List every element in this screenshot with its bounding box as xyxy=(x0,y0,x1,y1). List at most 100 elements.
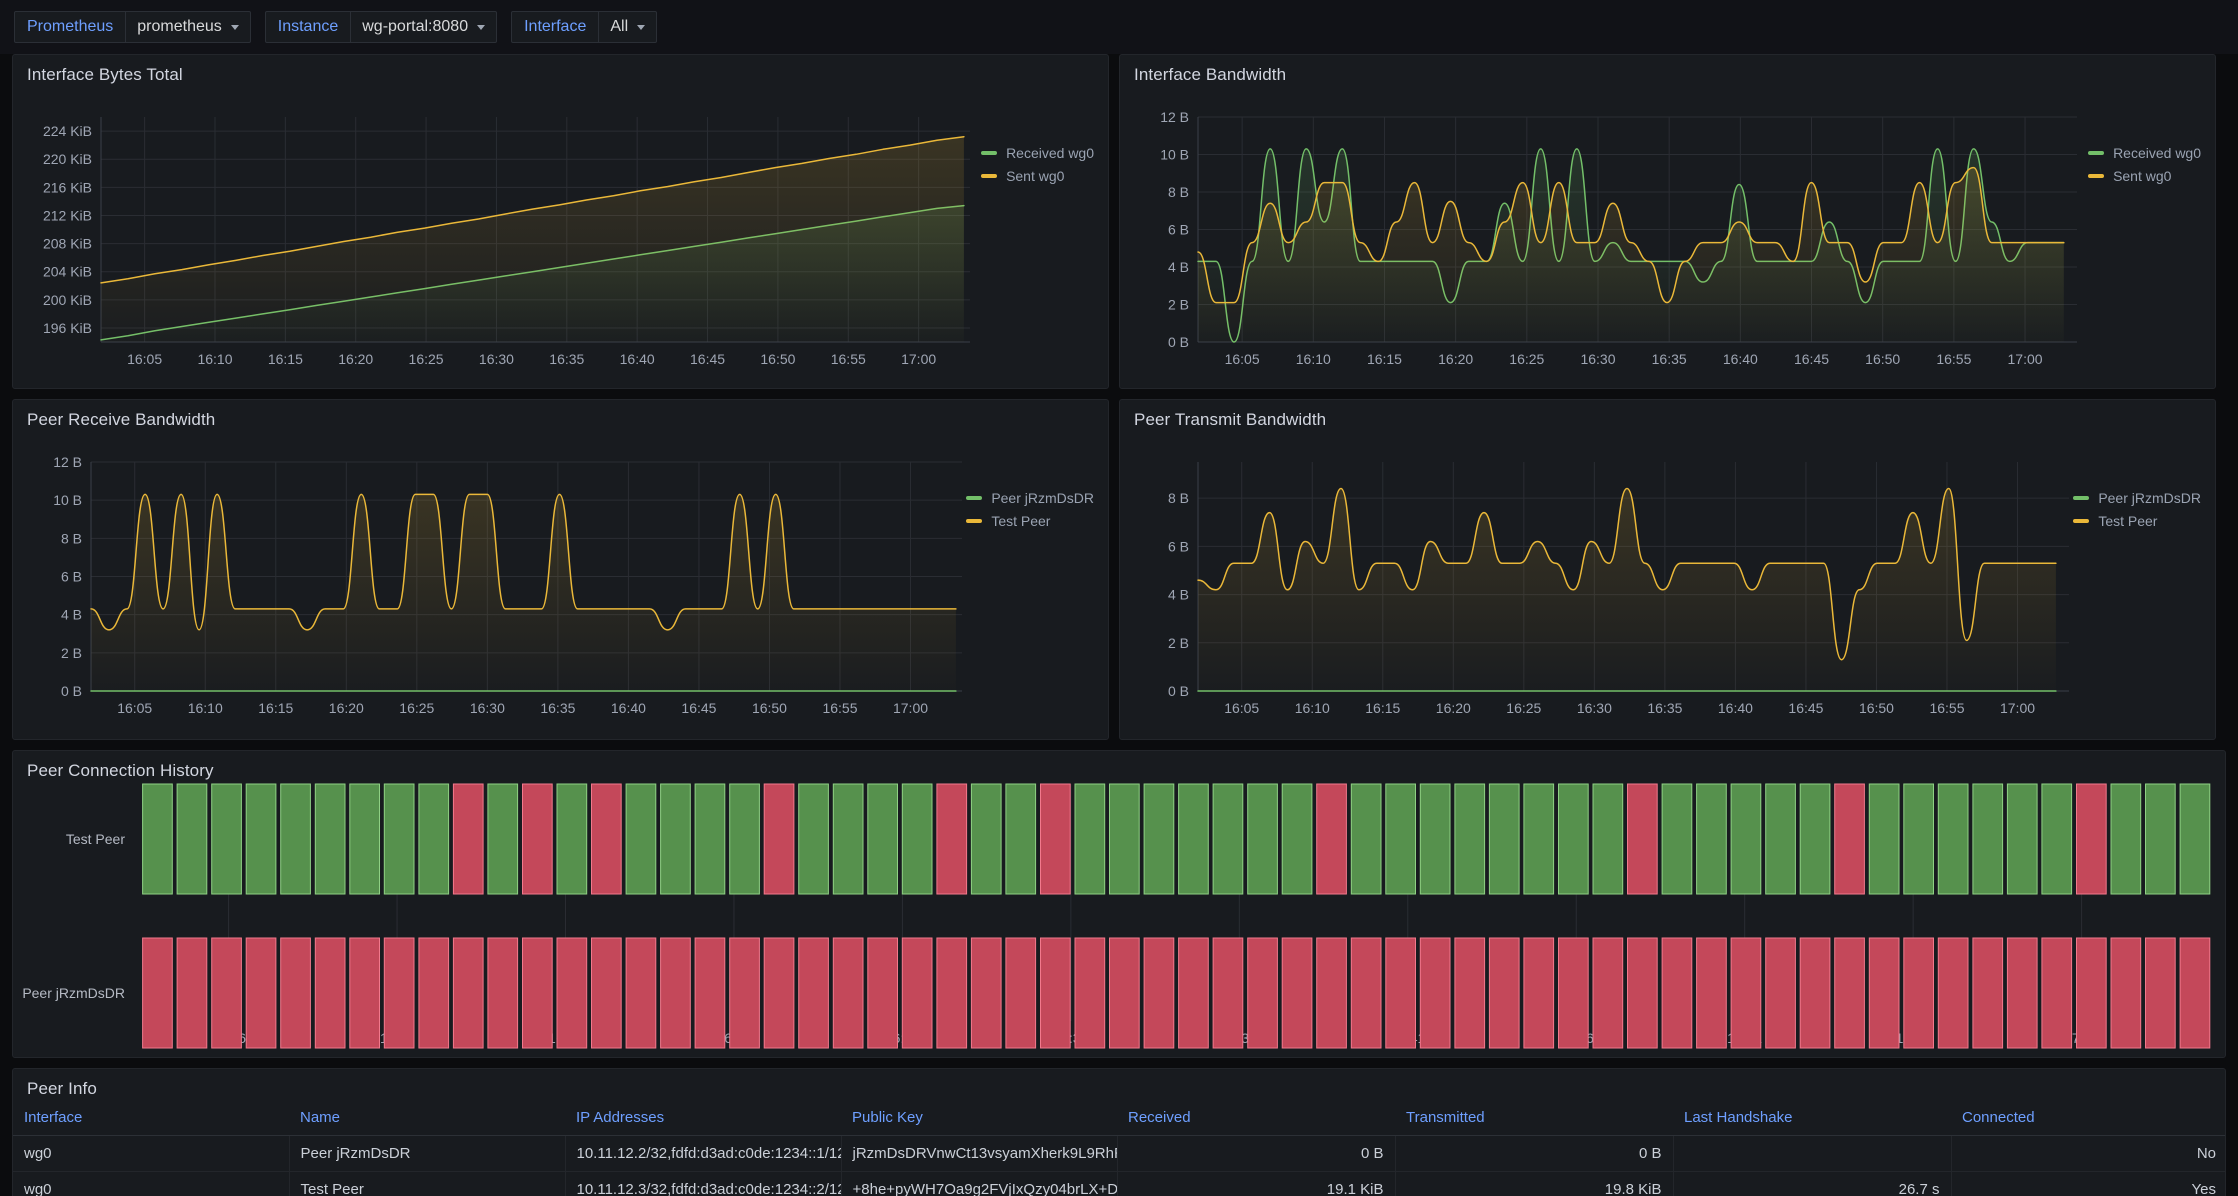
table-cell-name: Test Peer xyxy=(289,1171,566,1196)
instance-variable: Instance wg-portal:8080 xyxy=(264,11,498,43)
svg-text:16:50: 16:50 xyxy=(752,700,787,716)
chevron-down-icon xyxy=(477,24,486,30)
legend-label: Received wg0 xyxy=(1006,144,1094,161)
legend-color-swatch xyxy=(966,518,983,523)
svg-text:16:50: 16:50 xyxy=(1859,700,1894,716)
table-cell-name: Peer jRzmDsDR xyxy=(289,1135,566,1172)
chart-plot-area[interactable]: 0 B 2 B 4 B 6 B 8 B 10 B 12 B 16:05 16:10 16:15 16… xyxy=(1120,55,2215,388)
svg-text:16:30: 16:30 xyxy=(479,351,514,367)
legend-label: Received wg0 xyxy=(2113,144,2201,161)
legend-item[interactable]: Peer jRzmDsDR xyxy=(966,486,1094,509)
table-column-header[interactable]: Interface xyxy=(13,1101,289,1136)
panel-peer-receive-bandwidth: Peer Receive Bandwidth 0 B 2 B 4 B 6 B 8 B 10… xyxy=(12,399,1109,740)
table-cell-ip-addresses: 10.11.12.3/32,fdfd:d3ad:c0de:1234::2/128 xyxy=(565,1171,842,1196)
table-column-header[interactable]: Public Key xyxy=(841,1101,1117,1136)
table-column-header[interactable]: Transmitted xyxy=(1395,1101,1673,1136)
chart-legend: Received wg0 Sent wg0 xyxy=(981,141,1094,187)
legend-color-swatch xyxy=(2088,150,2105,155)
svg-text:16:55: 16:55 xyxy=(822,700,857,716)
table-column-header[interactable]: IP Addresses xyxy=(565,1101,841,1136)
panel-title: Peer Connection History xyxy=(27,761,214,780)
legend-item[interactable]: Sent wg0 xyxy=(981,164,1094,187)
svg-text:16:35: 16:35 xyxy=(1652,351,1687,367)
chart-legend: Received wg0 Sent wg0 xyxy=(2088,141,2201,187)
legend-color-swatch xyxy=(2088,173,2105,178)
legend-label: Peer jRzmDsDR xyxy=(991,489,1094,506)
svg-text:16:05: 16:05 xyxy=(1224,700,1259,716)
svg-text:4 B: 4 B xyxy=(1168,259,1189,275)
datasource-variable: Prometheus prometheus xyxy=(14,11,251,43)
table-column-header[interactable]: Received xyxy=(1117,1101,1395,1136)
svg-text:8 B: 8 B xyxy=(1168,184,1189,200)
legend-item[interactable]: Sent wg0 xyxy=(2088,164,2201,187)
svg-text:16:25: 16:25 xyxy=(1506,700,1541,716)
legend-item[interactable]: Test Peer xyxy=(966,509,1094,532)
table-cell-transmitted: 19.8 KiB xyxy=(1395,1171,1674,1196)
chart-plot-area[interactable]: 0 B 2 B 4 B 6 B 8 B 16:05 16:10 16:15 16:20 16:25… xyxy=(1120,400,2215,739)
svg-text:16:55: 16:55 xyxy=(1929,700,1964,716)
table-cell-ip-addresses: 10.11.12.2/32,fdfd:d3ad:c0de:1234::1/128 xyxy=(565,1135,842,1172)
svg-text:16:20: 16:20 xyxy=(329,700,364,716)
legend-label: Test Peer xyxy=(991,512,1051,529)
svg-text:6 B: 6 B xyxy=(61,569,82,585)
svg-text:8 B: 8 B xyxy=(61,530,82,546)
interface-variable-select[interactable]: All xyxy=(599,11,658,43)
svg-text:16:10: 16:10 xyxy=(197,351,232,367)
table-cell-transmitted: 0 B xyxy=(1395,1135,1674,1172)
svg-text:10 B: 10 B xyxy=(53,492,82,508)
svg-text:220 KiB: 220 KiB xyxy=(43,151,92,167)
legend-color-swatch xyxy=(2073,518,2090,523)
panel-title: Peer Transmit Bandwidth xyxy=(1134,410,1327,429)
legend-label: Peer jRzmDsDR xyxy=(2098,489,2201,506)
table-row[interactable]: wg0 Peer jRzmDsDR 10.11.12.2/32,fdfd:d3ad:… xyxy=(13,1135,2225,1172)
svg-text:17:00: 17:00 xyxy=(2008,351,2043,367)
chart-plot-area[interactable]: 196 KiB 200 KiB 204 KiB 208 KiB 212 KiB 216 K… xyxy=(13,55,1108,388)
table-column-header[interactable]: Name xyxy=(289,1101,565,1136)
svg-text:216 KiB: 216 KiB xyxy=(43,179,92,195)
legend-item[interactable]: Received wg0 xyxy=(2088,141,2201,164)
chart-legend: Peer jRzmDsDR Test Peer xyxy=(966,486,1094,532)
svg-text:0 B: 0 B xyxy=(1168,683,1189,699)
svg-text:16:25: 16:25 xyxy=(399,700,434,716)
svg-text:224 KiB: 224 KiB xyxy=(43,123,92,139)
panel-title: Peer Info xyxy=(27,1079,97,1098)
template-variable-bar: Prometheus prometheus Instance wg-portal… xyxy=(0,0,2238,54)
svg-text:16:50: 16:50 xyxy=(760,351,795,367)
legend-label: Sent wg0 xyxy=(1006,167,1065,184)
svg-text:12 B: 12 B xyxy=(1160,109,1189,125)
svg-text:4 B: 4 B xyxy=(61,607,82,623)
table-cell-connected: Yes xyxy=(1951,1171,2225,1196)
panel-peer-connection-history: Peer Connection History 16:0616:1116:161… xyxy=(12,750,2226,1058)
svg-text:16:30: 16:30 xyxy=(470,700,505,716)
chart-plot-area[interactable]: 0 B 2 B 4 B 6 B 8 B 10 B 12 B 16:05 16:10 16:15 16… xyxy=(13,400,1108,739)
state-timeline-plot[interactable]: 16:0616:1116:1616:2116:2616:3116:3616:41… xyxy=(13,751,2225,1057)
svg-text:Test Peer: Test Peer xyxy=(66,831,125,847)
interface-variable-value: All xyxy=(610,18,629,35)
instance-variable-select[interactable]: wg-portal:8080 xyxy=(351,11,498,43)
svg-text:16:35: 16:35 xyxy=(1647,700,1682,716)
legend-item[interactable]: Received wg0 xyxy=(981,141,1094,164)
svg-text:2 B: 2 B xyxy=(1168,635,1189,651)
svg-text:16:40: 16:40 xyxy=(1718,700,1753,716)
svg-text:4 B: 4 B xyxy=(1168,587,1189,603)
legend-item[interactable]: Peer jRzmDsDR xyxy=(2073,486,2201,509)
svg-text:16:40: 16:40 xyxy=(620,351,655,367)
legend-item[interactable]: Test Peer xyxy=(2073,509,2201,532)
svg-text:204 KiB: 204 KiB xyxy=(43,264,92,280)
svg-text:16:45: 16:45 xyxy=(681,700,716,716)
datasource-variable-select[interactable]: prometheus xyxy=(126,11,251,43)
svg-text:6 B: 6 B xyxy=(1168,222,1189,238)
table-column-header[interactable]: Connected xyxy=(1951,1101,2225,1136)
svg-text:16:05: 16:05 xyxy=(117,700,152,716)
svg-text:200 KiB: 200 KiB xyxy=(43,292,92,308)
svg-text:16:30: 16:30 xyxy=(1577,700,1612,716)
svg-text:16:20: 16:20 xyxy=(338,351,373,367)
panel-interface-bandwidth: Interface Bandwidth 0 B 2 B 4 B 6 B 8 B 10 B 1… xyxy=(1119,54,2216,389)
legend-color-swatch xyxy=(981,150,998,155)
svg-text:16:05: 16:05 xyxy=(1225,351,1260,367)
table-row[interactable]: wg0 Test Peer 10.11.12.3/32,fdfd:d3ad:c0de… xyxy=(13,1171,2225,1196)
svg-text:16:20: 16:20 xyxy=(1436,700,1471,716)
table-column-header[interactable]: Last Handshake xyxy=(1673,1101,1951,1136)
svg-text:Peer jRzmDsDR: Peer jRzmDsDR xyxy=(22,985,125,1001)
svg-text:16:15: 16:15 xyxy=(268,351,303,367)
